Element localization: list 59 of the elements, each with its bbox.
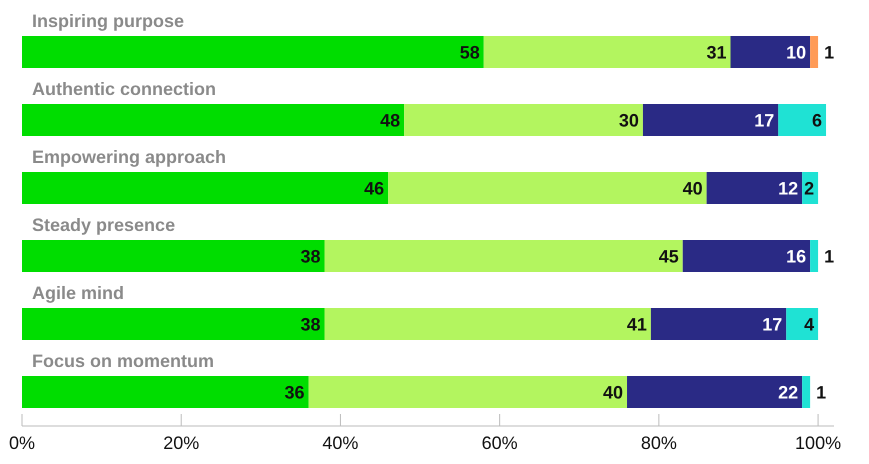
y-tick-label: Focus on momentum bbox=[32, 351, 214, 371]
bar bbox=[682, 240, 810, 272]
bar bbox=[650, 308, 786, 340]
bar bbox=[810, 36, 818, 68]
data-label: 10 bbox=[786, 42, 806, 62]
bar bbox=[404, 104, 643, 136]
data-label: 1 bbox=[824, 246, 834, 266]
bar bbox=[22, 36, 484, 68]
bar bbox=[22, 104, 404, 136]
bar bbox=[22, 240, 325, 272]
x-tick-label: 100% bbox=[795, 432, 842, 453]
bar bbox=[22, 308, 325, 340]
data-label: 40 bbox=[682, 178, 703, 198]
data-label: 6 bbox=[812, 110, 822, 130]
data-label: 22 bbox=[778, 382, 798, 402]
y-tick-label: Agile mind bbox=[32, 283, 124, 303]
data-label: 16 bbox=[786, 246, 806, 266]
data-label: 38 bbox=[300, 246, 321, 266]
data-label: 4 bbox=[804, 314, 814, 334]
x-tick-label: 0% bbox=[8, 432, 36, 453]
bar bbox=[802, 376, 810, 408]
data-label: 1 bbox=[824, 42, 834, 62]
data-label: 41 bbox=[626, 314, 647, 334]
bar bbox=[642, 104, 778, 136]
bar bbox=[324, 240, 683, 272]
data-label: 48 bbox=[380, 110, 400, 130]
y-tick-label: Empowering approach bbox=[32, 147, 226, 167]
bar bbox=[706, 172, 802, 204]
bar bbox=[22, 376, 309, 408]
data-label: 45 bbox=[658, 246, 679, 266]
bar bbox=[730, 36, 810, 68]
data-label: 30 bbox=[618, 110, 639, 130]
y-tick-label: Steady presence bbox=[32, 215, 176, 235]
x-tick-label: 60% bbox=[482, 432, 518, 453]
bar bbox=[388, 172, 707, 204]
bar bbox=[778, 104, 826, 136]
y-tick-label: Authentic connection bbox=[32, 79, 216, 99]
bar bbox=[627, 376, 802, 408]
data-label: 31 bbox=[706, 42, 727, 62]
bar bbox=[484, 36, 731, 68]
data-label: 2 bbox=[804, 178, 814, 198]
data-label: 17 bbox=[754, 110, 774, 130]
x-tick-label: 80% bbox=[640, 432, 677, 453]
data-label: 1 bbox=[816, 382, 826, 402]
x-tick-label: 40% bbox=[322, 432, 358, 453]
data-label: 17 bbox=[762, 314, 782, 334]
bar bbox=[786, 308, 818, 340]
data-label: 38 bbox=[300, 314, 321, 334]
bar bbox=[810, 240, 818, 272]
bar bbox=[308, 376, 628, 408]
x-tick-label: 20% bbox=[163, 432, 200, 453]
bar bbox=[22, 172, 388, 204]
data-label: 46 bbox=[364, 178, 384, 198]
bar bbox=[324, 308, 651, 340]
data-label: 40 bbox=[602, 382, 624, 402]
data-label: 58 bbox=[460, 42, 480, 62]
data-label: 36 bbox=[284, 382, 305, 402]
y-tick-label: Inspiring purpose bbox=[32, 11, 184, 31]
data-label: 12 bbox=[778, 178, 798, 198]
